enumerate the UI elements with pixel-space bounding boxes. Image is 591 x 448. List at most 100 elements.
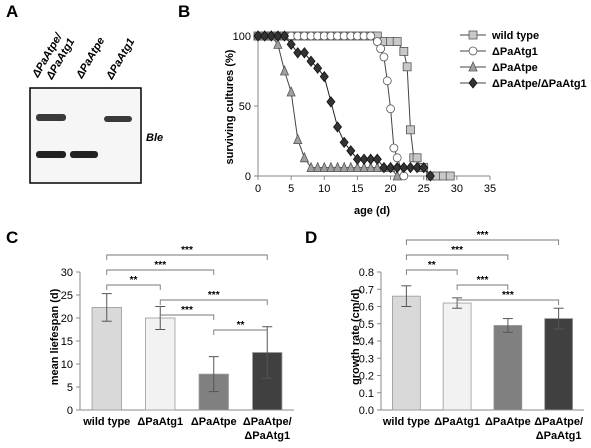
- panel-letter-a: A: [6, 2, 18, 21]
- panel-b-point-s2: [293, 133, 303, 145]
- panel-d-category-label-2: ΔPaAtpe: [485, 416, 531, 428]
- panel-b-point-s3: [366, 153, 376, 165]
- panel-c-category-label-0: wild type: [82, 416, 130, 428]
- panel-c-category-label-3-line2: ΔPaAtg1: [244, 430, 290, 442]
- panel-b-point-s3: [339, 136, 349, 149]
- panel-d-y-tick-label: 0.2: [359, 371, 374, 383]
- panel-d-y-axis-title: growth rate (cm/d): [350, 289, 362, 385]
- panel-b-legend-marker-1: [468, 46, 478, 56]
- panel-b-point-s3: [425, 170, 435, 182]
- panel-d-bar-0: [392, 295, 421, 411]
- panel-letter-c: C: [6, 228, 18, 247]
- panel-d-sig-label-4: ***: [502, 290, 514, 301]
- panel-b-point-s3: [260, 30, 270, 42]
- panel-d-bar-1: [442, 302, 472, 411]
- panel-d-y-tick-label: 0.6: [359, 302, 374, 314]
- panel-b-point-s0: [399, 47, 409, 56]
- panel-b-point-s1: [389, 143, 399, 153]
- panel-b-point-s3: [273, 30, 283, 42]
- gel-image: [29, 87, 142, 184]
- panel-b-point-s3: [253, 30, 263, 42]
- panel-b-legend-marker-3: [468, 77, 478, 89]
- panel-b-point-s3: [379, 161, 389, 174]
- panel-c-sig-bracket-4: [159, 314, 215, 320]
- panel-b-point-s1: [372, 37, 382, 46]
- panel-b-point-s3: [346, 145, 356, 157]
- panel-c-y-axis-title: mean liefespan (d): [49, 288, 61, 385]
- panel-c-y-tick-label: 30: [61, 267, 73, 279]
- panel-b-point-s2: [346, 161, 356, 173]
- panel-c-sig-label-3: ***: [208, 290, 220, 301]
- panel-b-point-s3: [392, 161, 402, 174]
- panel-b-point-s3: [319, 70, 329, 83]
- panel-d-sig-label-0: ***: [477, 230, 489, 241]
- panel-b-point-s0: [392, 37, 402, 46]
- panel-d-y-tick-label: 0.1: [359, 388, 374, 400]
- panel-c-sig-label-0: ***: [181, 245, 193, 256]
- panel-d-chart: 0.0 0.1 0.2 0.3 0.4 0.5 0.6 0.7 0.8 wild type ΔPaA…: [359, 230, 584, 442]
- panel-b-y-tick-label: 50: [239, 101, 251, 113]
- panel-b-point-s2: [279, 65, 290, 76]
- panel-b-point-s3: [352, 153, 362, 165]
- panel-b-point-s1: [379, 52, 389, 62]
- panel-d-y-tick-label: 0.3: [359, 353, 374, 365]
- panel-b-point-s0: [406, 125, 415, 135]
- panel-b-y-axis-title: surviving cultures (%): [224, 49, 236, 164]
- panel-c-category-label-2: ΔPaAtpe: [191, 416, 237, 428]
- panel-b-legend-marker-0: [468, 30, 478, 40]
- panel-b-y-tick-label: 100: [233, 31, 251, 43]
- panel-c-y-tick-label: 10: [61, 359, 73, 371]
- panel-c-category-label-3: ΔPaAtpe/: [243, 416, 292, 428]
- panel-d-sig-bracket-4: [456, 299, 560, 305]
- panel-c: C mean liefespan (d) 0 5 10 15 20 25 30 wild ty…: [6, 228, 294, 442]
- panel-b-point-s2: [352, 161, 363, 173]
- panel-b-x-tick-label: 20: [384, 183, 396, 195]
- panel-b-legend-marker-2: [468, 61, 478, 72]
- panel-b-point-s3: [280, 30, 290, 42]
- panel-c-bar-1: [145, 317, 176, 411]
- panel-b-point-s3: [412, 161, 422, 174]
- panel-b-point-s3: [286, 38, 296, 51]
- gel-band-label: Ble: [146, 132, 163, 144]
- panel-b-point-s0: [445, 171, 455, 181]
- panel-d-sig-bracket-0: [405, 239, 560, 245]
- panel-b-x-tick-label: 30: [451, 183, 463, 195]
- panel-d: D growth rate (cm/d) 0.00.10.20.30.40.50…: [305, 228, 584, 442]
- panel-b-point-s3: [359, 153, 369, 165]
- panel-b-legend-label-1: ΔPaAtg1: [492, 46, 538, 58]
- panel-a: A ΔPaAtpe/ ΔPaAtg1 ΔPaAtpe ΔPaAtg1 Ble: [6, 2, 163, 184]
- panel-b-point-s1: [382, 76, 392, 86]
- panel-c-y-tick-label: 0: [67, 405, 73, 417]
- panel-d-category-label-3-line2: ΔPaAtg1: [536, 430, 582, 442]
- panel-c-y-tick-label: 15: [61, 336, 73, 348]
- panel-d-bar-2: [493, 325, 523, 411]
- panel-b-point-s3: [326, 96, 336, 108]
- panel-b-point-s2: [306, 161, 316, 173]
- panel-b-point-s3: [306, 55, 316, 67]
- panel-d-sig-label-3: ***: [477, 275, 489, 286]
- panel-c-sig-bracket-2: [106, 284, 161, 290]
- panel-d-y-tick-label: 0.5: [359, 319, 374, 331]
- panel-b-point-s1: [366, 31, 376, 41]
- panel-b-point-s2: [273, 38, 283, 49]
- panel-b-point-s2: [359, 161, 369, 173]
- panel-b-point-s1: [386, 104, 395, 114]
- panel-b-point-s3: [333, 121, 343, 133]
- panel-b-point-s1: [376, 44, 386, 53]
- panel-d-sig-bracket-2: [405, 269, 458, 275]
- panel-c-sig-bracket-1: [106, 269, 215, 275]
- panel-b: B surviving cultures (%) age (d) 0 50 100 0…: [178, 2, 587, 217]
- panel-c-bar-0: [91, 307, 122, 411]
- panel-d-category-label-0: wild type: [382, 416, 430, 428]
- panel-c-sig-label-5: **: [237, 320, 245, 331]
- panel-b-point-s2: [372, 161, 382, 173]
- panel-c-y-tick-label: 25: [61, 290, 73, 302]
- panel-b-point-s3: [299, 47, 309, 59]
- panel-b-point-s3: [405, 161, 415, 174]
- panel-b-point-s2: [313, 161, 323, 173]
- panel-d-sig-bracket-1: [405, 254, 509, 260]
- panel-c-chart: 0 5 10 15 20 25 30 wild type ΔPaAtg1 ΔPaAtpe ΔPaAt…: [61, 245, 294, 442]
- panel-d-y-tick-label: 0.0: [359, 405, 374, 417]
- panel-d-y-tick-label: 0.8: [359, 267, 374, 279]
